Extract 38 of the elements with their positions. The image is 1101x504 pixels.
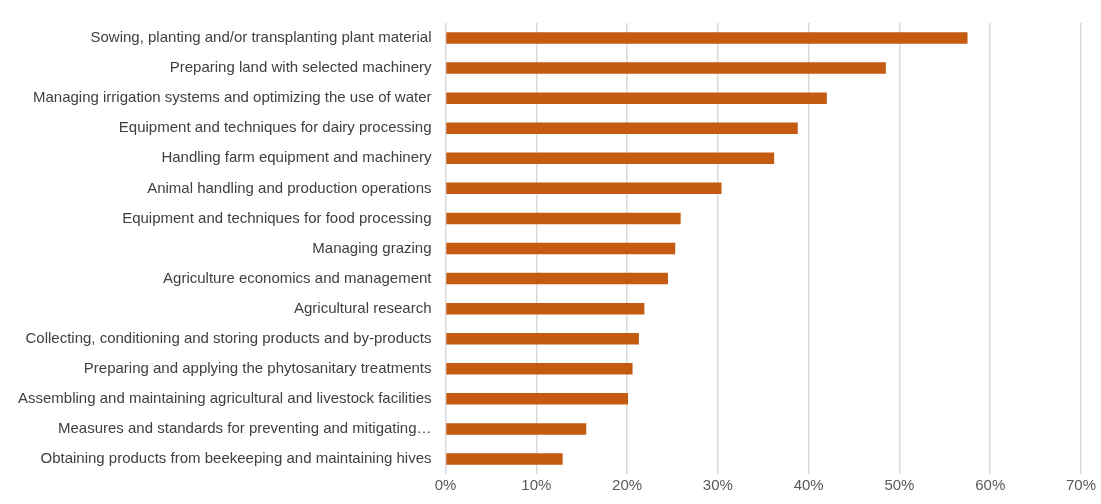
y-tick-label: Agricultural research [293, 298, 432, 316]
x-tick-label: 70% [1065, 476, 1097, 494]
bar [446, 242, 676, 255]
y-tick-label: Equipment and techniques for dairy processing [118, 118, 432, 136]
bar [446, 212, 681, 225]
y-tick-label: Managing irrigation systems and optimizing the use of water [32, 88, 432, 106]
bar [446, 152, 775, 165]
y-tick-label: Managing grazing [312, 238, 432, 256]
bar [446, 363, 633, 375]
bar [446, 332, 639, 345]
bar [446, 62, 886, 74]
bar [446, 122, 798, 134]
x-tick-label: 30% [702, 476, 733, 494]
bar [446, 393, 629, 405]
y-tick-label: Animal handling and production operations [147, 178, 432, 196]
y-tick-label: Measures and standards for preventing and mitigating… [57, 419, 432, 437]
bar [446, 92, 827, 104]
x-tick-label: 20% [612, 476, 643, 494]
bar [446, 453, 563, 465]
x-tick-label: 40% [793, 476, 824, 494]
y-tick-label: Handling farm equipment and machinery [161, 148, 433, 166]
x-tick-label: 50% [884, 476, 915, 494]
x-tick-label: 10% [521, 476, 552, 494]
bar [446, 182, 722, 195]
bar [446, 302, 645, 315]
y-tick-label: Equipment and techniques for food processing [122, 208, 432, 226]
y-tick-label: Obtaining products from beekeeping and maintaining hives [40, 449, 432, 467]
y-tick-label: Collecting, conditioning and storing products and by-products [25, 328, 432, 346]
x-tick-label: 60% [975, 476, 1006, 494]
x-tick-label: 0% [434, 476, 457, 494]
y-tick-label: Agriculture economics and management [163, 268, 433, 286]
bar [446, 423, 587, 435]
y-tick-label: Assembling and maintaining agricultural and livestock facilities [17, 388, 432, 406]
bar [446, 272, 668, 285]
y-tick-label: Sowing, planting and/or transplanting plant material [90, 28, 432, 46]
y-tick-label: Preparing land with selected machinery [169, 58, 433, 76]
y-tick-label: Preparing and applying the phytosanitary treatments [83, 358, 432, 376]
bar [446, 32, 968, 44]
